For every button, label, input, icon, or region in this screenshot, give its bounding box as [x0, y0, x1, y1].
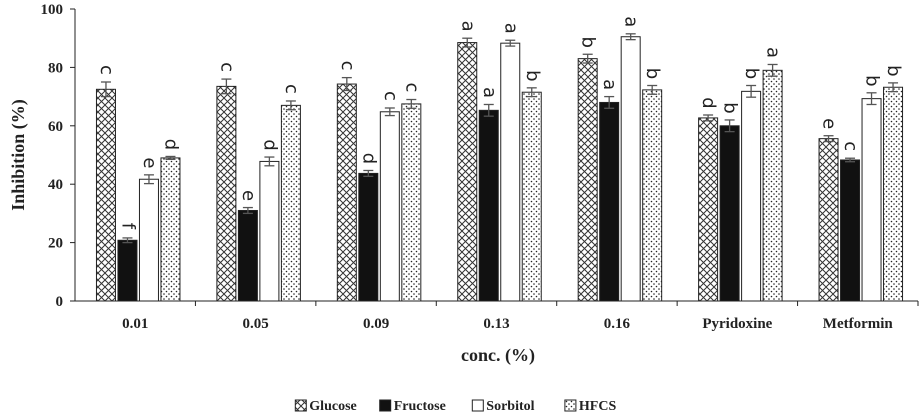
bar: [642, 89, 663, 302]
bar: [280, 104, 301, 302]
significance-letter: a: [599, 79, 620, 90]
significance-letter: b: [862, 75, 883, 86]
y-tick-label: 40: [48, 177, 63, 193]
bar: [620, 36, 641, 302]
bar: [259, 160, 280, 302]
bar: [457, 42, 478, 302]
x-tick-label: 0.01: [122, 316, 148, 332]
significance-letter: a: [763, 47, 784, 58]
significance-letter: c: [337, 61, 358, 71]
significance-letter: c: [401, 83, 422, 93]
bar: [117, 239, 138, 302]
significance-letter: d: [160, 139, 181, 150]
significance-letter: b: [578, 37, 599, 48]
bar: [599, 101, 620, 302]
significance-letter: c: [840, 141, 861, 151]
legend-label: Fructose: [394, 399, 446, 414]
significance-letter: c: [281, 84, 302, 94]
y-tick-label: 80: [48, 60, 63, 76]
x-tick-label: Metformin: [823, 316, 894, 332]
bar: [818, 138, 839, 302]
legend-label: Glucose: [309, 399, 356, 414]
significance-letter: b: [522, 70, 543, 81]
x-tick-label: 0.13: [483, 316, 509, 332]
significance-letter: f: [117, 223, 138, 230]
significance-letter: b: [741, 68, 762, 79]
bar: [478, 109, 499, 302]
x-axis-title: conc. (%): [461, 345, 535, 366]
x-tick-label: 0.05: [243, 316, 269, 332]
significance-letter: a: [479, 87, 500, 98]
bar: [401, 103, 422, 302]
significance-letter: c: [96, 65, 117, 75]
x-tick-label: 0.09: [363, 316, 389, 332]
bar: [762, 69, 783, 302]
bar: [237, 209, 258, 302]
significance-letter: b: [642, 68, 663, 79]
significance-letter: a: [500, 23, 521, 34]
legend-swatch: [294, 399, 307, 412]
y-tick-label: 20: [48, 236, 63, 252]
legend-swatch: [471, 399, 484, 412]
legend-label: HFCS: [579, 399, 617, 414]
x-tick-label: 0.16: [604, 316, 631, 332]
bar: [138, 178, 159, 302]
bar: [500, 42, 521, 302]
y-tick-label: 60: [48, 119, 63, 135]
legend-label: Sorbitol: [486, 399, 534, 414]
significance-letter: e: [139, 157, 160, 168]
significance-letter: d: [358, 153, 379, 164]
legend-swatch: [564, 399, 577, 412]
significance-letter: b: [883, 65, 904, 76]
bar: [358, 172, 379, 302]
bar: [521, 91, 542, 302]
legend: Glucose Fructose Sorbitol HFCS: [294, 399, 617, 414]
bar: [160, 157, 181, 302]
significance-letter: b: [720, 102, 741, 113]
significance-letter: a: [621, 16, 642, 27]
significance-letter: d: [259, 139, 280, 150]
bar: [698, 117, 719, 302]
bar: [741, 90, 762, 302]
bar: [379, 111, 400, 302]
bar: [840, 159, 861, 302]
bar: [336, 83, 357, 302]
plot-area: 0204060801000.01cfed0.05cedc0.09cdcc0.13…: [41, 2, 919, 332]
x-tick-label: Pyridoxine: [702, 316, 772, 332]
bar: [719, 125, 740, 302]
legend-swatch: [379, 399, 392, 412]
significance-letter: a: [457, 21, 478, 32]
bar: [883, 86, 904, 302]
significance-letter: e: [238, 190, 259, 201]
significance-letter: d: [698, 97, 719, 108]
bar: [577, 58, 598, 302]
bar: [861, 98, 882, 302]
significance-letter: c: [216, 62, 237, 72]
y-axis-title: Inhibition (%): [8, 99, 29, 211]
bar: [216, 85, 237, 302]
bar: [95, 88, 116, 302]
y-tick-label: 100: [41, 2, 64, 18]
significance-letter: c: [380, 91, 401, 101]
significance-letter: e: [819, 118, 840, 129]
y-tick-label: 0: [56, 294, 64, 310]
